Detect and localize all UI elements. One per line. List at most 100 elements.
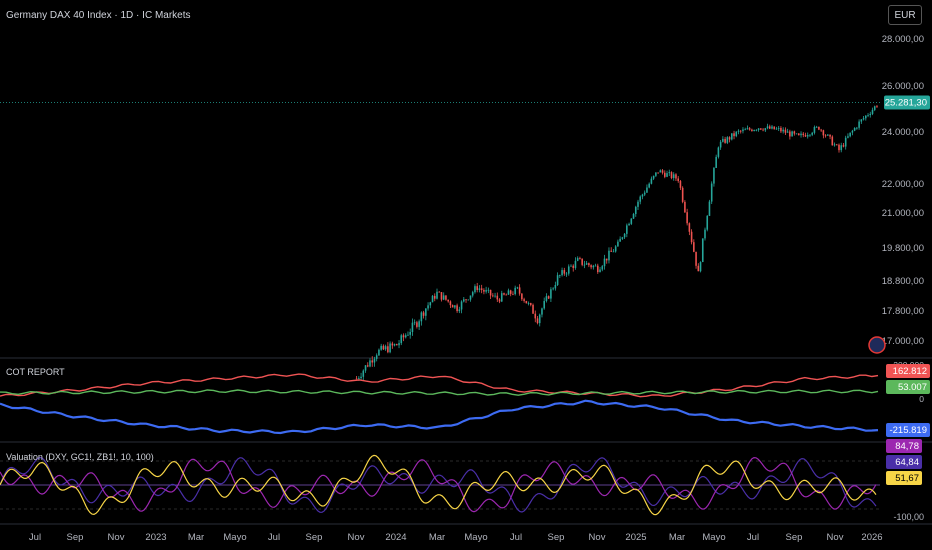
- candle-body: [371, 360, 374, 363]
- candle-body: [719, 141, 722, 148]
- candle-body: [751, 129, 753, 132]
- candle-body: [447, 299, 449, 302]
- candle-body: [815, 126, 818, 128]
- candle-body: [581, 258, 583, 265]
- candle-body: [802, 133, 805, 136]
- candle-body: [742, 129, 744, 132]
- candle-body: [844, 137, 847, 147]
- candle-body: [605, 258, 608, 261]
- candle-body: [594, 265, 597, 267]
- candle-body: [431, 295, 434, 303]
- candle-body: [760, 128, 762, 130]
- candle-body: [715, 156, 717, 168]
- cot-series-line: [0, 399, 879, 435]
- time-axis-label: Jul: [510, 532, 522, 543]
- candle-body: [597, 265, 599, 273]
- currency-button[interactable]: EUR: [888, 5, 922, 25]
- candle-body: [514, 287, 516, 295]
- valuation-value-tag: [886, 439, 922, 453]
- candle-body: [467, 299, 470, 301]
- valuation-value-label: 51,67: [895, 473, 919, 484]
- candle-body: [438, 291, 441, 293]
- candle-body: [840, 145, 843, 151]
- candle-body: [737, 130, 740, 132]
- time-axis-label: 2025: [625, 532, 646, 543]
- candle-body: [465, 299, 467, 301]
- candle-body: [637, 201, 639, 207]
- candle-body: [869, 113, 872, 116]
- candle-body: [440, 292, 443, 300]
- candle-body: [798, 133, 800, 136]
- price-axis-label: 26.000,00: [882, 81, 924, 92]
- candle-body: [485, 290, 487, 292]
- candle-body: [820, 129, 822, 131]
- candle-body: [585, 263, 588, 265]
- candle-body: [416, 322, 418, 327]
- time-axis-label: Sep: [786, 532, 803, 543]
- candle-body: [677, 178, 679, 182]
- candle-body: [632, 213, 635, 219]
- valuation-series-line: [0, 456, 877, 513]
- candle-body: [563, 270, 566, 274]
- candle-body: [753, 129, 755, 132]
- cot-pane-title: COT REPORT: [6, 367, 65, 377]
- candle-body: [659, 170, 662, 173]
- candle-body: [565, 273, 568, 275]
- candle-body: [652, 175, 655, 179]
- valuation-value-tag: [886, 455, 922, 469]
- candle-body: [735, 131, 738, 137]
- candle-body: [634, 206, 637, 214]
- candle-body: [813, 127, 816, 133]
- candle-body: [373, 358, 376, 363]
- candle-body: [355, 378, 358, 380]
- time-axis-label: Mar: [429, 532, 445, 543]
- candle-body: [362, 370, 365, 377]
- candle-body: [576, 258, 579, 261]
- candle-body: [358, 378, 360, 379]
- candle-body: [487, 289, 490, 291]
- candle-body: [789, 131, 791, 137]
- candle-body: [427, 305, 429, 309]
- candle-body: [867, 115, 869, 116]
- candle-body: [858, 121, 860, 128]
- candle-body: [518, 287, 521, 294]
- time-axis-label: Nov: [589, 532, 606, 543]
- candle-body: [500, 293, 503, 302]
- candle-body: [366, 365, 369, 367]
- candle-body: [784, 129, 787, 133]
- candle-body: [630, 218, 633, 224]
- candle-body: [762, 129, 764, 131]
- candle-body: [507, 290, 510, 295]
- candle-body: [393, 344, 396, 346]
- time-axis-label: 2024: [385, 532, 406, 543]
- cot-axis-label: 0: [919, 394, 924, 404]
- candle-body: [697, 265, 700, 272]
- candle-body: [675, 174, 677, 179]
- candle-body: [831, 136, 834, 146]
- time-axis-label: Nov: [348, 532, 365, 543]
- candle-body: [498, 299, 501, 302]
- candle-body: [695, 251, 697, 266]
- candle-body: [824, 135, 827, 137]
- cot-series-line: [0, 389, 879, 396]
- time-axis-label: Jul: [29, 532, 41, 543]
- candle-body: [489, 289, 492, 296]
- candle-body: [494, 295, 496, 297]
- candle-body: [411, 322, 414, 332]
- candle-body: [525, 300, 528, 304]
- candle-body: [545, 296, 548, 301]
- candle-body: [829, 134, 831, 137]
- candle-body: [795, 133, 798, 135]
- candle-body: [838, 144, 840, 151]
- cot-series-line: [0, 373, 879, 398]
- candle-body: [793, 131, 796, 134]
- candle-body: [851, 130, 854, 133]
- candle-body: [454, 305, 456, 308]
- valuation-pane-title: Valuation (DXY, GC1!, ZB1!, 10, 100): [6, 452, 154, 462]
- price-axis-label: 18.800,00: [882, 276, 924, 287]
- candle-body: [532, 304, 534, 314]
- valuation-value-tag: [886, 471, 922, 485]
- candle-body: [400, 335, 403, 344]
- candle-body: [404, 335, 407, 338]
